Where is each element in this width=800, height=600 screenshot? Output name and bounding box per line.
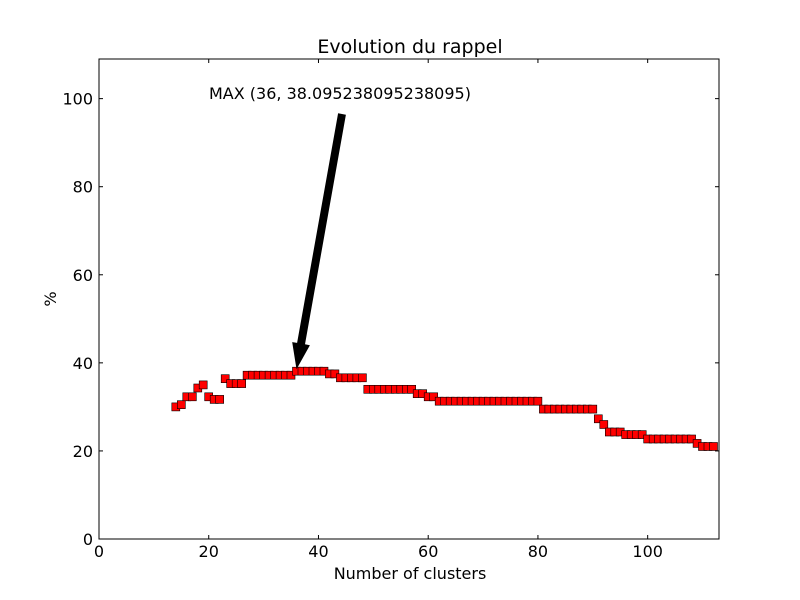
x-tick-label: 0	[94, 542, 104, 561]
y-tick-label: 0	[83, 530, 93, 549]
x-tick-label: 80	[528, 542, 548, 561]
x-tick-label: 20	[199, 542, 219, 561]
y-axis-label: %	[41, 291, 60, 306]
data-point	[215, 395, 224, 404]
data-point	[687, 434, 696, 444]
x-axis-ticks: 0 20 40 60 80 100	[94, 59, 663, 561]
annotation: MAX (36, 38.095238095238095)	[209, 84, 471, 370]
data-point	[637, 430, 647, 439]
y-axis-ticks: 0 20 40 60 80 100	[62, 90, 719, 549]
x-axis-label: Number of clusters	[334, 564, 487, 583]
data-point	[593, 414, 603, 424]
annotation-arrow	[292, 113, 346, 370]
data-point	[237, 379, 246, 388]
x-tick-label: 40	[308, 542, 328, 561]
annotation-label: MAX (36, 38.095238095238095)	[209, 84, 471, 103]
y-tick-label: 100	[62, 90, 93, 109]
data-point	[177, 400, 186, 410]
data-point	[709, 442, 718, 451]
data-point	[188, 392, 197, 402]
data-point	[588, 404, 598, 414]
data-points	[171, 366, 718, 451]
data-point	[533, 396, 543, 406]
plot-frame	[98, 58, 720, 540]
data-point	[358, 373, 367, 383]
data-point	[198, 380, 208, 390]
x-tick-label: 60	[418, 542, 438, 561]
chart-title: Evolution du rappel	[317, 36, 502, 58]
data-point	[599, 420, 609, 429]
y-tick-label: 80	[73, 178, 93, 197]
data-point	[407, 384, 417, 394]
data-point	[429, 392, 439, 402]
y-tick-label: 20	[73, 442, 93, 461]
x-tick-label: 100	[632, 542, 663, 561]
data-point	[220, 374, 230, 384]
y-tick-label: 40	[73, 354, 93, 373]
y-tick-label: 60	[73, 266, 93, 285]
